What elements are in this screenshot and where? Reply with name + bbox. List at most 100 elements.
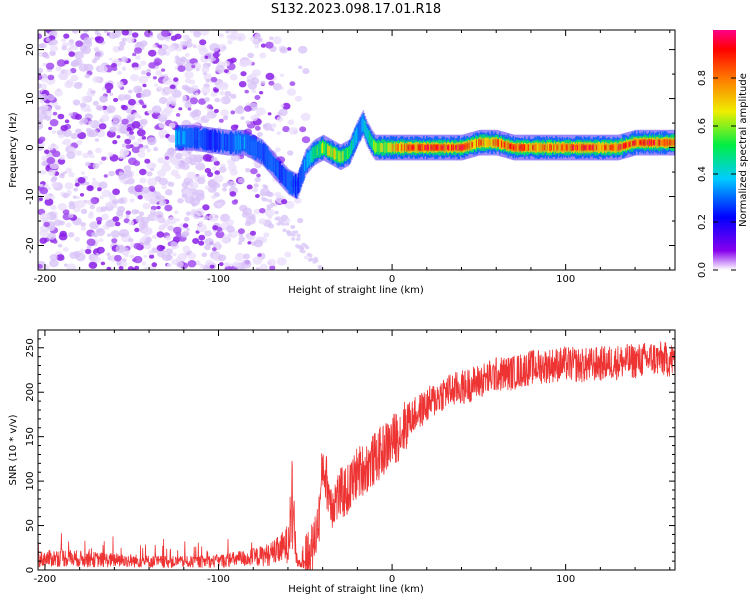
spectrogram-signal-cell: [486, 139, 489, 146]
spectrogram-signal-cell: [337, 151, 340, 161]
spectrogram-noise-cell: [244, 221, 252, 227]
spectrogram-signal-cell: [571, 145, 574, 150]
spectrogram-noise-cell: [260, 43, 266, 48]
spectrogram-noise-cell: [111, 30, 121, 39]
spectrogram-signal-cell: [417, 145, 420, 150]
snr-panel: -200 -100 0 100 0 50 100 150 200 250 Height of st…: [8, 329, 676, 595]
spectrogram-noise-cell: [131, 32, 139, 38]
spectrogram-noise-cell: [231, 199, 238, 205]
spectrogram-signal-cell: [220, 133, 223, 150]
spectrogram-signal-cell: [445, 143, 448, 152]
spectrogram-noise-cell: [116, 81, 124, 87]
spectrogram-noise-cell: [256, 173, 261, 178]
spectrogram-signal-cell: [238, 132, 241, 153]
spectrogram-noise-cell: [44, 149, 50, 155]
spectrogram-signal-cell: [367, 129, 370, 143]
spectrogram-noise-cell: [117, 198, 125, 204]
spectrogram-noise-cell: [203, 215, 209, 221]
spectrogram-noise-cell: [137, 151, 146, 158]
spectrogram-noise-cell: [163, 106, 173, 114]
spectrogram-signal-cell: [618, 144, 621, 151]
spectrogram-signal-cell: [213, 129, 216, 152]
spectrogram-noise-cell: [142, 202, 151, 210]
spectrogram-noise-cell: [214, 170, 220, 175]
spectrogram-signal-cell: [475, 138, 477, 150]
spectrogram-noise-cell: [126, 108, 133, 114]
spectrogram-noise-cell: [123, 94, 131, 101]
spectrogram-noise-cell: [109, 92, 114, 96]
spectrogram-signal-cell: [640, 140, 643, 145]
spectrogram-noise-cell: [48, 126, 53, 131]
spectrogram-noise-cell: [210, 91, 218, 97]
spectrogram-noise-cell: [49, 254, 58, 261]
spectrogram-signal-cell: [649, 140, 651, 145]
spectrogram-signal-cell: [463, 143, 466, 150]
spectrogram-noise-cell: [139, 168, 147, 176]
colorbar-tick-label: 0.0: [697, 262, 708, 278]
spectrogram-noise-cell: [99, 95, 108, 103]
spectrogram-noise-cell: [65, 167, 73, 174]
spectrogram-signal-cell: [556, 144, 558, 152]
spectrogram-signal-cell: [511, 143, 514, 151]
spectrogram-noise-cell: [221, 82, 228, 88]
spectrogram-noise-cell: [143, 255, 148, 258]
spectrogram-noise-cell: [237, 241, 243, 245]
spectrogram-signal-cell: [502, 140, 504, 149]
spectrogram-signal-cell: [584, 145, 586, 150]
spectrogram-noise-cell: [182, 223, 189, 228]
spectrogram-signal-cell: [314, 145, 317, 159]
spectrogram-noise-cell: [66, 79, 74, 86]
spectrogram-noise-cell: [141, 136, 147, 140]
spectrogram-noise-cell: [83, 30, 89, 33]
spectrogram-signal-cell: [182, 131, 184, 145]
spectrogram-signal-cell: [543, 145, 546, 150]
spectrogram-signal-cell: [461, 145, 464, 150]
spectrogram-noise-cell: [215, 241, 221, 247]
spectrogram-signal-cell: [351, 140, 353, 154]
spectrogram-noise-cell: [138, 211, 145, 217]
spectrogram-noise-cell: [101, 213, 109, 220]
spectrogram-signal-cell: [396, 143, 399, 152]
y-tick-label: 10: [25, 92, 36, 105]
spectrogram-noise-cell: [165, 88, 172, 94]
spectrogram-signal-cell: [631, 140, 633, 147]
spectrogram-signal-cell: [215, 131, 218, 151]
spectrogram-noise-cell: [287, 150, 294, 156]
spectrogram-signal-cell: [454, 144, 456, 151]
spectrogram-signal-cell: [269, 152, 272, 171]
spectrogram-signal-cell: [361, 118, 364, 132]
spectrogram-noise-cell: [146, 171, 153, 177]
spectrogram-signal-cell: [288, 170, 291, 194]
spectrogram-noise-cell: [79, 248, 86, 254]
spectrogram-noise-cell: [61, 45, 67, 51]
spectrogram-noise-cell: [275, 147, 281, 153]
spectrogram-signal-cell: [302, 159, 304, 183]
spectrogram-signal-cell: [470, 141, 473, 148]
spectrogram-noise-cell: [41, 73, 48, 79]
spectrogram-noise-cell: [101, 189, 112, 198]
spectrogram-signal-cell: [507, 142, 509, 150]
spectrogram-signal-cell: [413, 145, 416, 150]
spectrogram-noise-cell: [213, 108, 219, 114]
spectrogram-noise-cell: [95, 228, 106, 237]
spectrogram-signal-cell: [338, 151, 341, 163]
spectrogram-signal-cell: [557, 145, 559, 151]
spectrogram-signal-cell: [499, 140, 501, 147]
spectrogram-noise-cell: [194, 92, 199, 96]
spectrogram-signal-cell: [430, 145, 432, 151]
spectrogram-noise-cell: [49, 259, 59, 268]
spectrogram-signal-cell: [659, 140, 661, 145]
spectrogram-noise-cell: [192, 44, 197, 48]
spectrogram-signal-cell: [449, 144, 451, 151]
spectrogram-noise-cell: [187, 151, 192, 155]
spectrogram-noise-cell: [163, 46, 167, 50]
spectrogram-noise-cell: [276, 116, 284, 122]
spectrogram-signal-cell: [508, 143, 510, 150]
spectrogram-signal-cell: [286, 170, 289, 191]
spectrogram-noise-cell: [214, 215, 219, 218]
spectrogram-signal-cell: [552, 143, 554, 152]
spectrogram-noise-cell: [50, 39, 58, 46]
spectrogram-noise-cell: [158, 45, 163, 49]
spectrogram-noise-cell: [106, 89, 112, 94]
spectrogram-noise-cell: [281, 199, 288, 205]
